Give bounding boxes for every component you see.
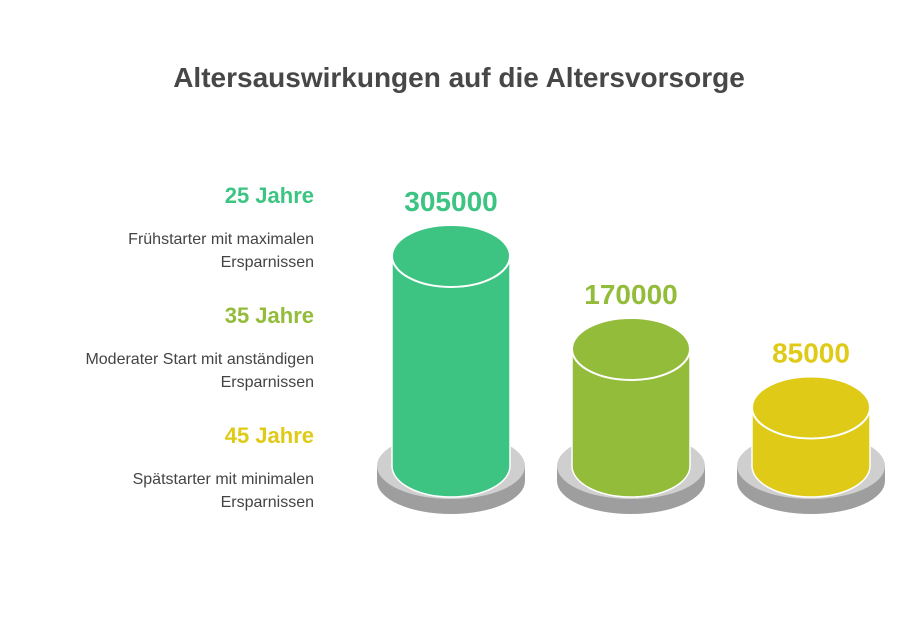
legend-description: Frühstarter mit maximalen Ersparnissen — [14, 228, 314, 274]
value-label: 305000 — [404, 186, 497, 217]
legend-heading: 25 Jahre — [224, 183, 314, 208]
cylinder-body — [392, 256, 510, 466]
value-label: 85000 — [772, 337, 850, 368]
legend-description-line: Ersparnissen — [220, 374, 314, 391]
cylinder-top — [391, 224, 511, 289]
legend-description: Spätstarter mit minimalen Ersparnissen — [14, 468, 314, 514]
legend-item-45-jahre: 45 Jahre Spätstarter mit minimalen Erspa… — [14, 423, 314, 514]
legend-item-25-jahre: 25 Jahre Frühstarter mit maximalen Erspa… — [14, 183, 314, 274]
legend-description-line: Ersparnissen — [220, 494, 314, 511]
legend-heading: 35 Jahre — [224, 303, 314, 328]
legend-item-35-jahre: 35 Jahre Moderater Start mit anständigen… — [14, 303, 314, 394]
legend-description-line: Spätstarter mit minimalen — [132, 471, 314, 488]
cylinder-top — [751, 375, 871, 440]
cylinder-top — [571, 316, 691, 381]
legend-heading: 45 Jahre — [224, 423, 314, 448]
chart-title: Altersauswirkungen auf die Altersvorsorg… — [173, 62, 745, 93]
legend-description-line: Ersparnissen — [220, 254, 314, 271]
legend-description: Moderater Start mit anständigen Ersparni… — [14, 348, 314, 394]
legend-description-line: Frühstarter mit maximalen — [128, 231, 314, 248]
legend-description-line: Moderater Start mit anständigen — [85, 351, 314, 368]
value-label: 170000 — [584, 279, 677, 310]
